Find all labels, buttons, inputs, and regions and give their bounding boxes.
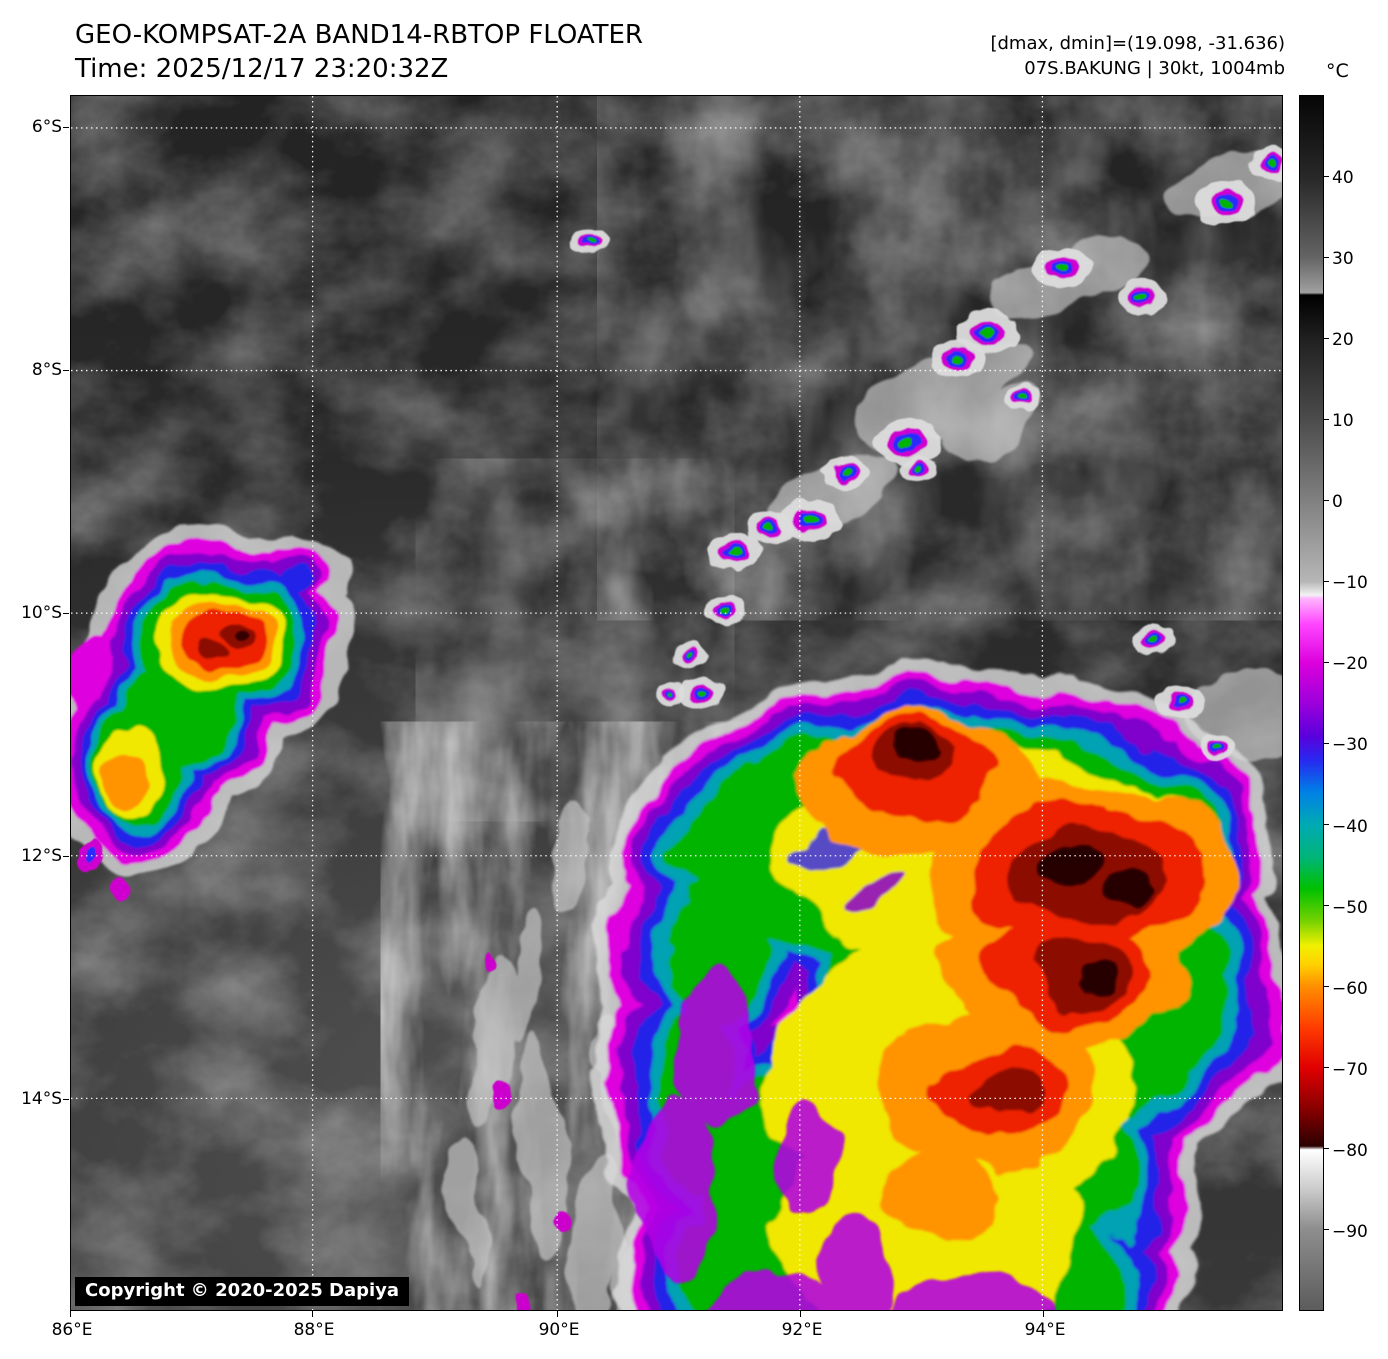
lat-tick-label: 6°S <box>31 117 62 137</box>
lat-tick-label: 12°S <box>21 846 62 866</box>
colorbar-tickmark <box>1324 257 1329 258</box>
axis-tick <box>800 1311 801 1317</box>
colorbar-tickmark <box>1324 581 1329 582</box>
storm-west <box>71 528 356 873</box>
colorbar-tick: 20 <box>1332 330 1354 350</box>
axis-tick <box>63 613 69 614</box>
colorbar-tickmark <box>1324 500 1329 501</box>
colorbar-tickmark <box>1324 1067 1329 1068</box>
colorbar-tickmark <box>1324 905 1329 906</box>
colorbar-tickmark <box>1324 176 1329 177</box>
colorbar <box>1299 95 1324 1311</box>
axis-tick <box>70 1311 71 1317</box>
colorbar-tickmark <box>1324 338 1329 339</box>
colorbar-tick: −70 <box>1332 1060 1368 1080</box>
colorbar-tickmark <box>1324 824 1329 825</box>
colorbar-tick: −20 <box>1332 654 1368 674</box>
colorbar-tickmark <box>1324 743 1329 744</box>
plot-title: GEO-KOMPSAT-2A BAND14-RBTOP FLOATER <box>75 20 643 50</box>
satellite-image <box>71 96 1282 1310</box>
colorbar-tickmark <box>1324 986 1329 987</box>
copyright-badge: Copyright © 2020-2025 Dapiya <box>75 1277 410 1306</box>
colorbar-tick: −50 <box>1332 898 1368 918</box>
axis-tick <box>63 127 69 128</box>
colorbar-tick: −90 <box>1332 1222 1368 1242</box>
axis-tick <box>1043 1311 1044 1317</box>
lon-tick-label: 90°E <box>538 1320 580 1340</box>
axis-tick <box>63 856 69 857</box>
storm-bakung <box>594 664 1282 1310</box>
colorbar-tick: −80 <box>1332 1141 1368 1161</box>
storm-west-fragments <box>79 838 130 902</box>
colorbar-tick: −40 <box>1332 817 1368 837</box>
colorbar-tick: −30 <box>1332 735 1368 755</box>
colorbar-tick: 0 <box>1332 492 1343 512</box>
lat-tick-label: 10°S <box>21 603 62 623</box>
axis-tick <box>312 1311 313 1317</box>
timestamp: Time: 2025/12/17 23:20:32Z <box>75 54 449 84</box>
map-plot: Copyright © 2020-2025 Dapiya <box>70 95 1283 1311</box>
lon-tick-label: 94°E <box>1024 1320 1066 1340</box>
storm-readout: 07S.BAKUNG | 30kt, 1004mb <box>1024 58 1285 79</box>
lat-tick-label: 8°S <box>31 360 62 380</box>
lat-tick-label: 14°S <box>21 1089 62 1109</box>
convective-cells <box>482 146 1282 1310</box>
grid-lines <box>71 96 1282 1310</box>
colorbar-tickmark <box>1324 662 1329 663</box>
colorbar-tickmark <box>1324 419 1329 420</box>
colorbar-tick: −60 <box>1332 979 1368 999</box>
colorbar-tick: 10 <box>1332 411 1354 431</box>
colorbar-tick: 40 <box>1332 168 1354 188</box>
axis-tick <box>63 1099 69 1100</box>
colorbar-tick: −10 <box>1332 573 1368 593</box>
colorbar-tick: 30 <box>1332 249 1354 269</box>
axis-tick <box>557 1311 558 1317</box>
storm-bakung-purple-patches <box>637 959 1059 1310</box>
colorbar-tickmark <box>1324 1229 1329 1230</box>
lon-tick-label: 86°E <box>51 1320 93 1340</box>
axis-tick <box>63 370 69 371</box>
dmax-dmin-readout: [dmax, dmin]=(19.098, -31.636) <box>990 33 1285 54</box>
lon-tick-label: 92°E <box>781 1320 823 1340</box>
colorbar-unit-label: °C <box>1326 60 1349 82</box>
lon-tick-label: 88°E <box>293 1320 335 1340</box>
colorbar-tickmark <box>1324 1148 1329 1149</box>
